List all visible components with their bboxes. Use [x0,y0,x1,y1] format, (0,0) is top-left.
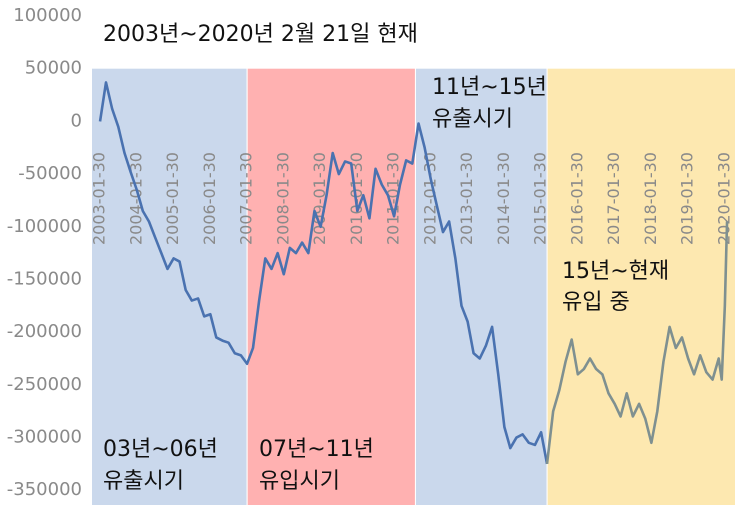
x-tick-label: 2011-01-30 [384,152,403,245]
region [247,68,415,505]
y-tick-label: -250000 [7,374,82,395]
region-label: 03년~06년 [103,437,218,462]
x-tick-label: 2020-01-30 [714,152,733,245]
y-tick-label: 0 [71,110,82,131]
axes: 100000 50000 0 -50000 -100000 -150000 -200000 -… [7,5,734,500]
x-tick-label: 2005-01-30 [163,152,182,245]
x-tick-label: 2007-01-30 [237,152,256,245]
region-label: 15년~현재 [562,259,669,284]
region-label: 11년~15년 [432,75,547,100]
y-tick-label: -200000 [7,321,82,342]
x-tick-label: 2003-01-30 [90,152,109,245]
x-tick-label: 2015-01-30 [531,152,550,245]
x-tick-label: 2018-01-30 [641,152,660,245]
y-tick-label: 100000 [13,5,82,26]
x-tick-label: 2017-01-30 [604,152,623,245]
region [547,68,735,505]
y-tick-label: -300000 [7,427,82,448]
x-tick-label: 2013-01-30 [457,152,476,245]
x-tick-label: 2008-01-30 [273,152,292,245]
plot: 03년~06년유출시기07년~11년유입시기11년~15년유출시기15년~현재유… [98,75,729,494]
x-tick-label: 2016-01-30 [567,152,586,245]
regions [92,68,735,505]
x-tick-label: 2006-01-30 [200,152,219,245]
y-tick-label: -350000 [7,479,82,500]
y-tick-label: -150000 [7,268,82,289]
data-line [545,221,729,465]
x-tick-label: 2009-01-30 [310,152,329,245]
region-label: 유입 중 [562,290,630,315]
y-tick-label: -50000 [18,163,82,184]
chart-title: 2003년~2020년 2월 21일 현재 [103,22,418,47]
data-line [98,81,549,465]
region-label: 유출시기 [432,107,513,132]
y-tick-label: 50000 [25,58,82,79]
x-tick-label: 2012-01-30 [420,152,439,245]
y-tick-label: -100000 [7,216,82,237]
region-label: 유출시기 [103,469,184,494]
region-label: 07년~11년 [259,437,374,462]
region [92,68,247,505]
x-tick-label: 2019-01-30 [678,152,697,245]
x-tick-label: 2014-01-30 [494,152,513,245]
region-label: 유입시기 [259,469,340,494]
region [416,68,547,505]
